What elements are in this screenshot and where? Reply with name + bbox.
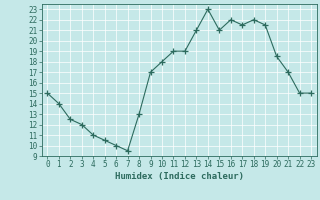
X-axis label: Humidex (Indice chaleur): Humidex (Indice chaleur)	[115, 172, 244, 181]
